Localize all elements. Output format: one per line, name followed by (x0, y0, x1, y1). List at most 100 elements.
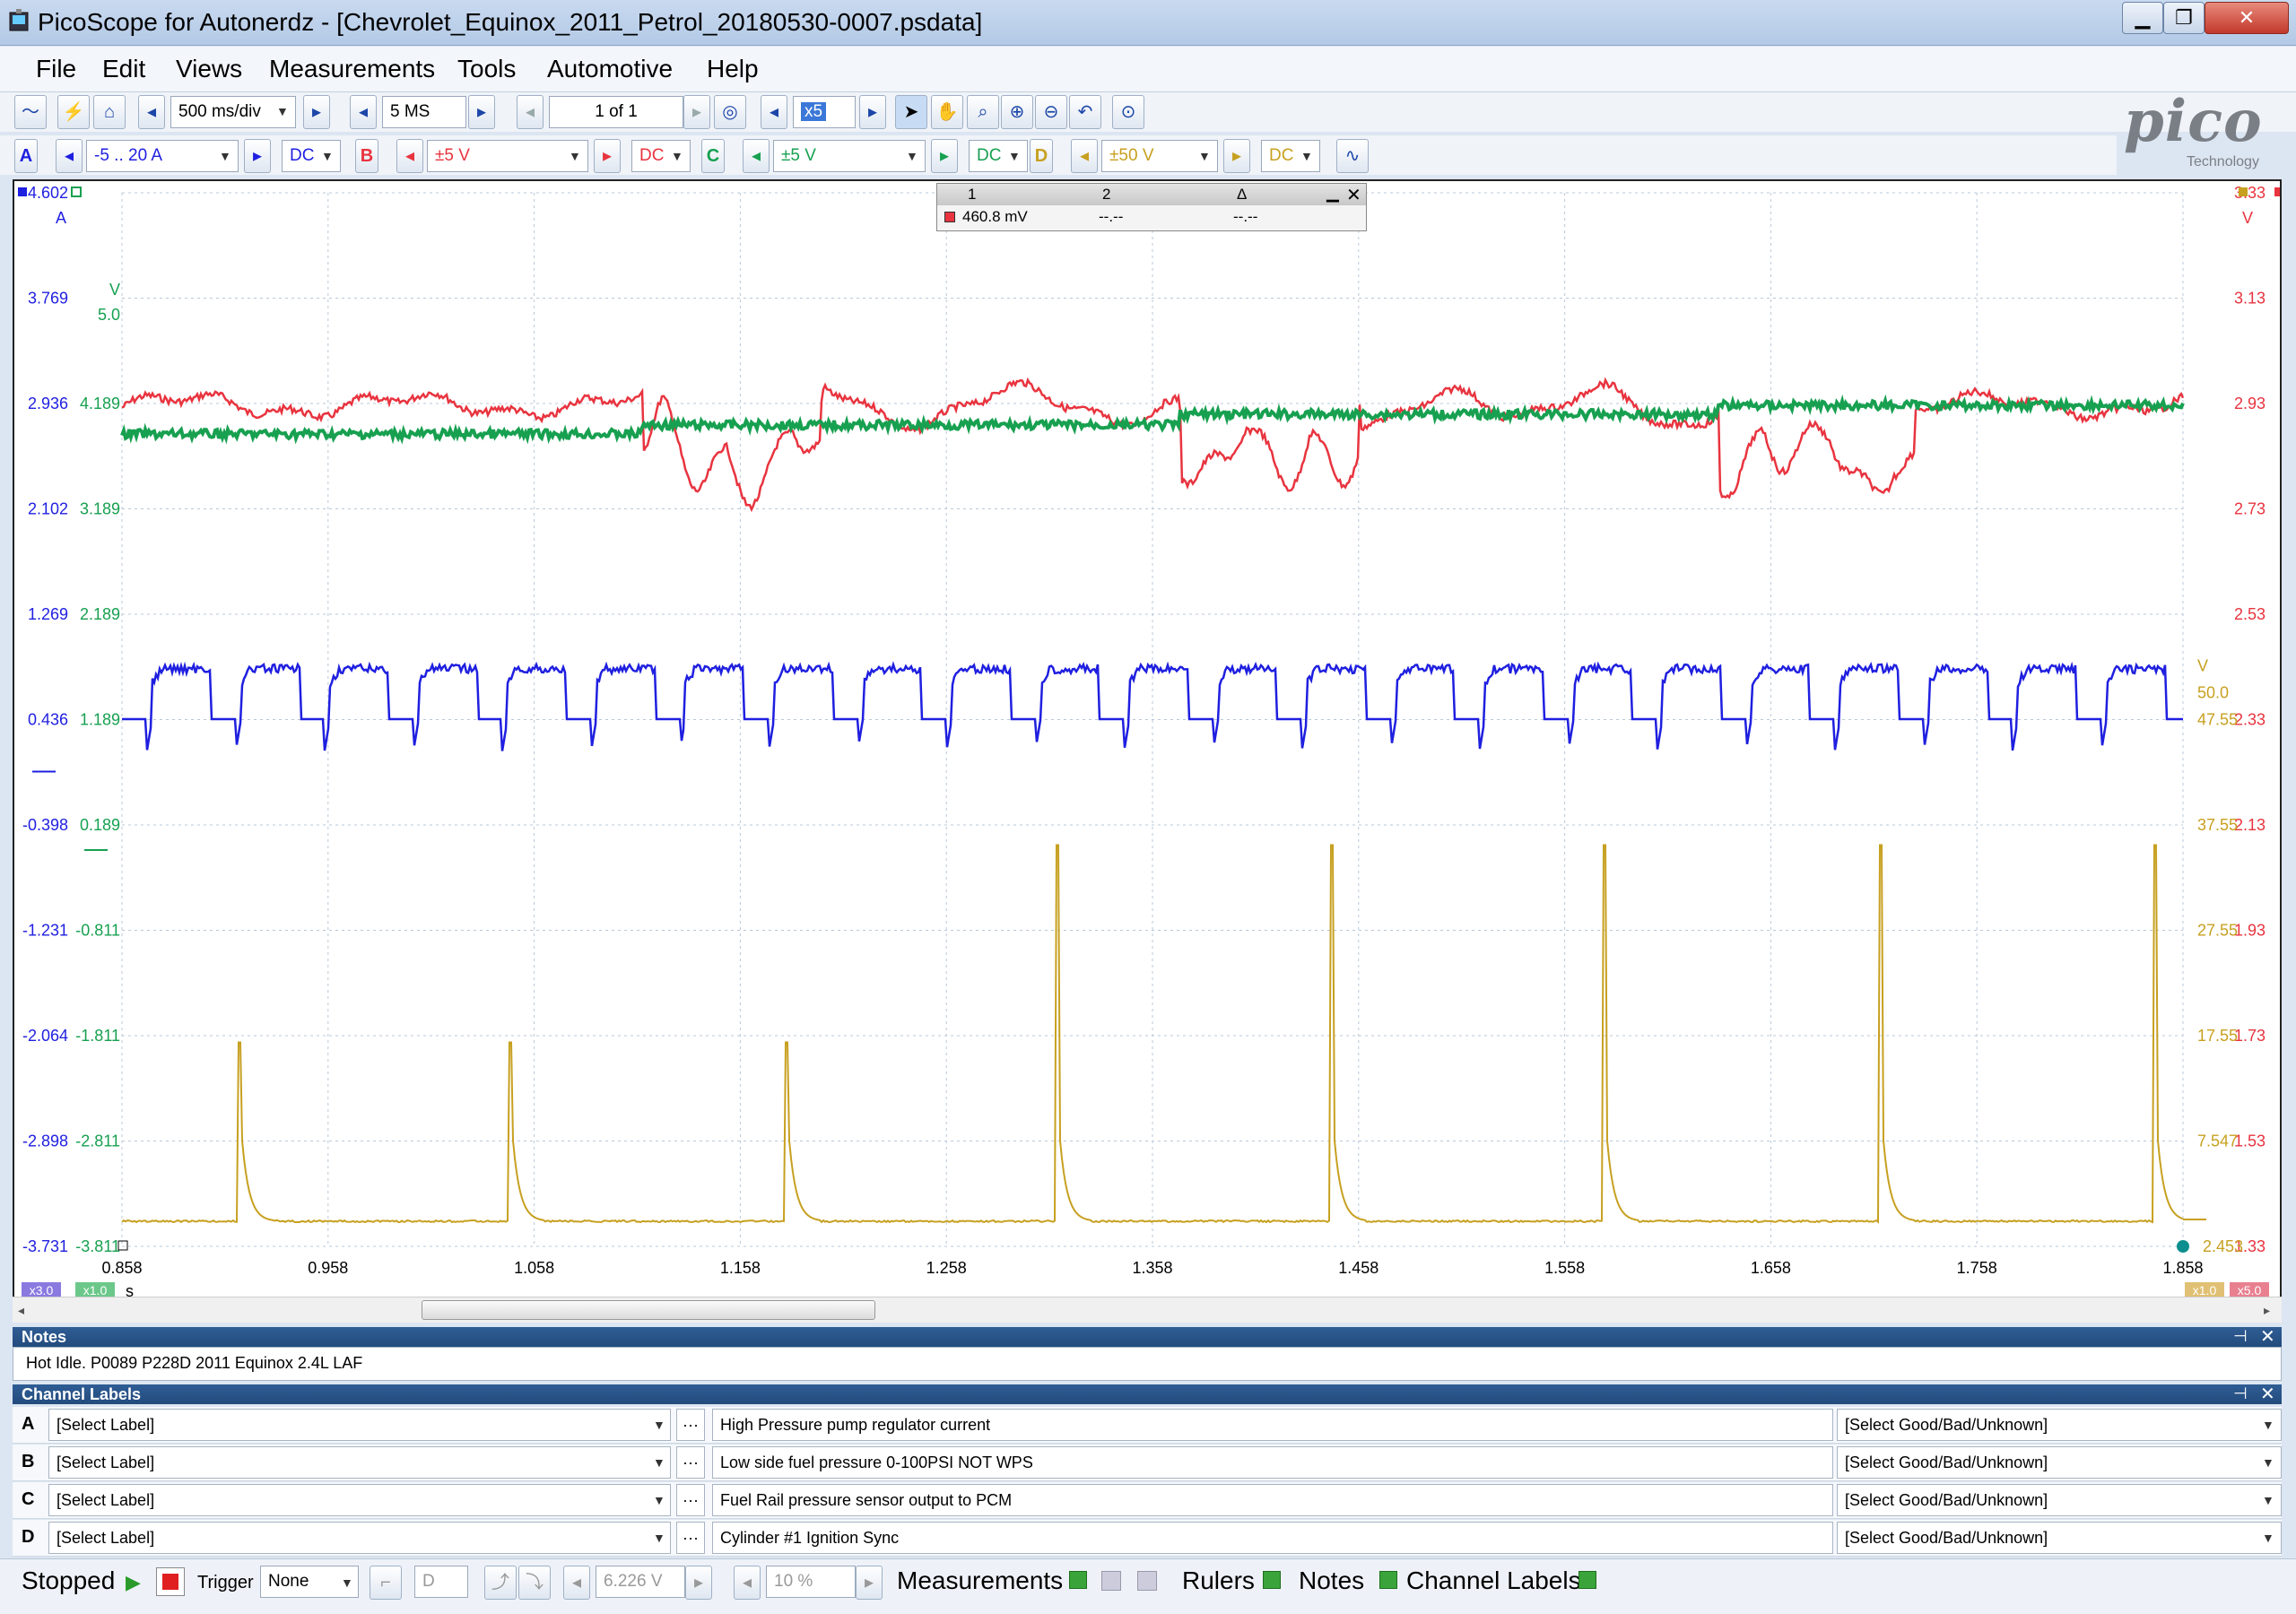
home-icon[interactable]: ⌂ (93, 95, 126, 129)
channel-d-range-select[interactable]: ±50 V (1101, 140, 1218, 172)
pretrigger-next-icon[interactable]: ▸ (856, 1566, 883, 1600)
edit-measurement-icon[interactable] (1101, 1571, 1121, 1591)
chevron-down-icon[interactable]: ▼ (2262, 1531, 2274, 1545)
channel-b-toggle[interactable]: B (355, 139, 378, 173)
minimize-icon[interactable]: ▁ (1326, 184, 1339, 202)
buffer-field[interactable]: 1 of 1 (549, 96, 683, 128)
channel-c-range-next-icon[interactable]: ▸ (931, 139, 958, 173)
samples-next-icon[interactable]: ▸ (468, 95, 495, 129)
menu-help[interactable]: Help (707, 55, 759, 82)
label-more-button[interactable]: ··· (676, 1484, 705, 1516)
channel-c-coupling-select[interactable]: DC (969, 140, 1028, 172)
good-bad-unknown-select[interactable]: [Select Good/Bad/Unknown] (1837, 1446, 2282, 1479)
label-description-field[interactable]: High Pressure pump regulator current (712, 1409, 1833, 1441)
chevron-down-icon[interactable]: ▼ (2262, 1493, 2274, 1507)
chevron-down-icon[interactable]: ▼ (2262, 1418, 2274, 1432)
label-description-field[interactable]: Low side fuel pressure 0-100PSI NOT WPS (712, 1446, 1833, 1479)
delete-measurement-icon[interactable] (1137, 1571, 1157, 1591)
channel-d-toggle[interactable]: D (1030, 139, 1053, 173)
channel-b-axis-marker-icon[interactable] (2274, 187, 2280, 196)
start-icon[interactable]: ▶ (126, 1571, 141, 1593)
rulers-toggle-icon[interactable] (1263, 1571, 1281, 1589)
automotive-wizard-icon[interactable]: ⚡ (57, 95, 90, 129)
chevron-down-icon[interactable]: ▼ (2262, 1455, 2274, 1470)
timebase-next-icon[interactable]: ▸ (303, 95, 330, 129)
close-notes-icon[interactable]: ✕ (2260, 1327, 2275, 1347)
chevron-down-icon[interactable]: ▼ (653, 1455, 665, 1470)
undo-zoom-icon[interactable]: ↶ (1069, 95, 1101, 129)
zoom-to-fit-icon[interactable]: ⊙ (1112, 95, 1144, 129)
samples-prev-icon[interactable]: ◂ (350, 95, 377, 129)
chevron-down-icon[interactable]: ▼ (219, 149, 231, 163)
menu-file[interactable]: File (36, 55, 77, 82)
scroll-right-icon[interactable]: ▸ (2264, 1303, 2271, 1317)
label-description-field[interactable]: Cylinder #1 Ignition Sync (712, 1522, 1833, 1554)
chevron-down-icon[interactable]: ▼ (671, 149, 683, 163)
channel-a-range-prev-icon[interactable]: ◂ (56, 139, 83, 173)
channel-d-range-next-icon[interactable]: ▸ (1223, 139, 1250, 173)
add-measurement-icon[interactable] (1069, 1571, 1087, 1589)
level-prev-icon[interactable]: ◂ (563, 1566, 590, 1600)
trigger-level-field[interactable]: 6.226 V (596, 1566, 685, 1598)
trigger-channel-select[interactable]: D (414, 1566, 468, 1598)
pointer-tool-icon[interactable]: ➤ (895, 95, 927, 129)
zoom-next-icon[interactable]: ▸ (859, 95, 886, 129)
label-more-button[interactable]: ··· (676, 1522, 705, 1554)
label-select[interactable]: [Select Label] (48, 1409, 671, 1441)
pretrigger-field[interactable]: 10 % (766, 1566, 856, 1598)
horizontal-scrollbar[interactable]: ◂ ▸ (13, 1297, 2282, 1323)
trigger-mode-select[interactable]: None (260, 1566, 359, 1598)
minimize-button[interactable]: ▁ (2122, 2, 2163, 34)
chevron-down-icon[interactable]: ▼ (653, 1418, 665, 1432)
ruler-handle-icon[interactable] (117, 1240, 128, 1251)
pin-icon[interactable]: ⊣ (2233, 1327, 2248, 1345)
zoom-in-icon[interactable]: ⊕ (1001, 95, 1033, 129)
channel-a-toggle[interactable]: A (14, 139, 38, 173)
maximize-button[interactable]: ❐ (2163, 2, 2205, 34)
label-select[interactable]: [Select Label] (48, 1446, 671, 1479)
menu-automotive[interactable]: Automotive (547, 55, 674, 82)
zoom-out-icon[interactable]: ⊖ (1035, 95, 1067, 129)
samples-field[interactable]: 5 MS (382, 96, 466, 128)
channel-a-coupling-select[interactable]: DC (282, 140, 341, 172)
chevron-down-icon[interactable]: ▼ (276, 104, 289, 118)
channel-c-toggle[interactable]: C (701, 139, 725, 173)
close-icon[interactable]: ✕ (1346, 186, 1361, 205)
math-channel-icon[interactable]: ∿ (1336, 139, 1369, 173)
chevron-down-icon[interactable]: ▼ (1198, 149, 1211, 163)
label-more-button[interactable]: ··· (676, 1409, 705, 1441)
buffer-next-icon[interactable]: ▸ (683, 95, 710, 129)
label-select[interactable]: [Select Label] (48, 1484, 671, 1516)
channel-a-axis-marker-icon[interactable] (18, 187, 27, 196)
channel-b-range-next-icon[interactable]: ▸ (594, 139, 621, 173)
menu-edit[interactable]: Edit (102, 55, 146, 82)
channel-c-range-select[interactable]: ±5 V (773, 140, 926, 172)
timebase-prev-icon[interactable]: ◂ (138, 95, 165, 129)
label-more-button[interactable]: ··· (676, 1446, 705, 1479)
channel-c-range-prev-icon[interactable]: ◂ (743, 139, 770, 173)
good-bad-unknown-select[interactable]: [Select Good/Bad/Unknown] (1837, 1409, 2282, 1441)
channel-a-range-select[interactable]: -5 .. 20 A (86, 140, 239, 172)
close-labels-icon[interactable]: ✕ (2260, 1384, 2275, 1404)
channel-b-range-select[interactable]: ±5 V (427, 140, 588, 172)
scope-mode-icon[interactable]: 〜 (14, 95, 47, 129)
rising-edge-icon[interactable]: ⤴ (484, 1566, 517, 1600)
chevron-down-icon[interactable]: ▼ (653, 1493, 665, 1507)
chevron-down-icon[interactable]: ▼ (653, 1531, 665, 1545)
channel-labels-toggle-icon[interactable] (1578, 1571, 1596, 1589)
scroll-left-icon[interactable]: ◂ (18, 1303, 25, 1317)
trigger-marker-icon[interactable] (2177, 1240, 2189, 1253)
channel-d-axis-marker-icon[interactable] (2239, 187, 2248, 196)
hand-tool-icon[interactable]: ✋ (931, 95, 963, 129)
chevron-down-icon[interactable]: ▼ (341, 1575, 353, 1590)
good-bad-unknown-select[interactable]: [Select Good/Bad/Unknown] (1837, 1522, 2282, 1554)
chevron-down-icon[interactable]: ▼ (1300, 149, 1313, 163)
chevron-down-icon[interactable]: ▼ (906, 149, 918, 163)
label-description-field[interactable]: Fuel Rail pressure sensor output to PCM (712, 1484, 1833, 1516)
notes-text[interactable]: Hot Idle. P0089 P228D 2011 Equinox 2.4L … (13, 1347, 2282, 1381)
zoom-field[interactable]: x5 (793, 96, 856, 128)
trigger-edge-icon[interactable]: ⌐ (370, 1566, 402, 1600)
menu-views[interactable]: Views (176, 55, 243, 82)
buffer-prev-icon[interactable]: ◂ (517, 95, 544, 129)
channel-b-range-prev-icon[interactable]: ◂ (396, 139, 423, 173)
